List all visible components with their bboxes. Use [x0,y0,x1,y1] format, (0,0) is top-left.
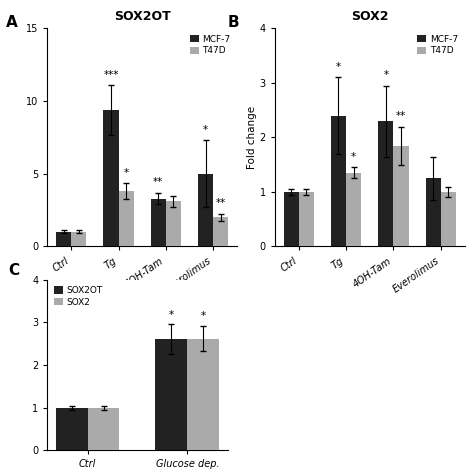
Bar [103,110,118,246]
Legend: MCF-7, T47D: MCF-7, T47D [416,33,460,57]
Text: B: B [228,15,239,30]
Text: *: * [203,125,208,135]
Bar [88,408,119,450]
Title: SOX2: SOX2 [351,10,389,23]
Text: C: C [8,263,19,278]
Text: ***: *** [103,70,118,80]
Bar [441,192,456,246]
Legend: SOX2OT, SOX2: SOX2OT, SOX2 [52,284,104,309]
Bar [331,116,346,246]
Bar [213,218,228,246]
Bar [187,338,219,450]
Text: **: ** [396,111,406,121]
Bar [71,232,86,246]
Text: *: * [336,62,341,72]
Text: *: * [201,311,206,321]
Title: SOX2OT: SOX2OT [114,10,171,23]
Text: *: * [169,310,174,320]
Bar [346,173,361,246]
Legend: MCF-7, T47D: MCF-7, T47D [188,33,232,57]
Bar [426,178,441,246]
Bar [393,146,409,246]
Text: *: * [383,70,388,80]
Bar [283,192,299,246]
Text: **: ** [153,177,164,187]
Text: *: * [351,152,356,162]
Bar [378,121,393,246]
Bar [155,339,187,450]
Bar [118,191,134,246]
Bar [151,199,166,246]
Bar [299,192,314,246]
Bar [55,408,88,450]
Text: **: ** [216,198,226,209]
Y-axis label: Fold change: Fold change [247,106,257,169]
Text: A: A [6,15,18,30]
Bar [56,232,71,246]
Bar [166,201,181,246]
Text: *: * [124,168,128,178]
Bar [198,174,213,246]
